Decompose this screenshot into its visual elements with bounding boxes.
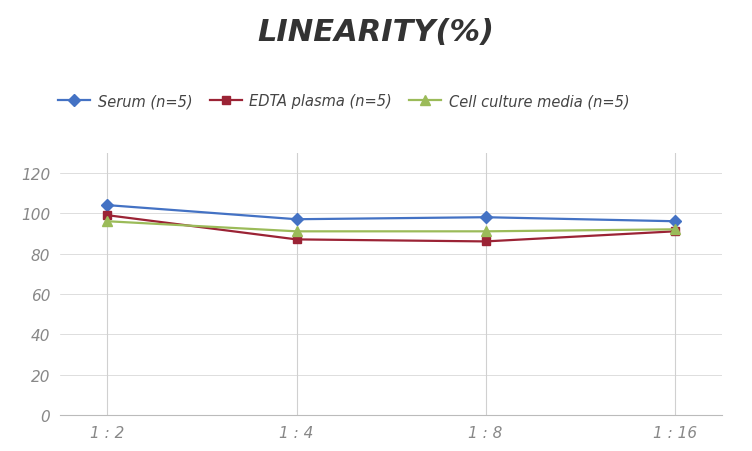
Legend: Serum (n=5), EDTA plasma (n=5), Cell culture media (n=5): Serum (n=5), EDTA plasma (n=5), Cell cul… — [53, 88, 635, 115]
EDTA plasma (n=5) — [670, 229, 679, 235]
Cell culture media (n=5) — [481, 229, 490, 235]
Serum (n=5) — [103, 203, 112, 208]
EDTA plasma (n=5) — [103, 213, 112, 218]
Text: LINEARITY(%): LINEARITY(%) — [257, 18, 495, 47]
Cell culture media (n=5) — [292, 229, 301, 235]
Serum (n=5) — [292, 217, 301, 222]
Serum (n=5) — [670, 219, 679, 225]
Line: EDTA plasma (n=5): EDTA plasma (n=5) — [103, 212, 679, 246]
EDTA plasma (n=5) — [481, 239, 490, 244]
EDTA plasma (n=5) — [292, 237, 301, 243]
Cell culture media (n=5) — [670, 227, 679, 233]
Serum (n=5) — [481, 215, 490, 221]
Cell culture media (n=5) — [103, 219, 112, 225]
Line: Cell culture media (n=5): Cell culture media (n=5) — [102, 217, 680, 237]
Line: Serum (n=5): Serum (n=5) — [103, 202, 679, 226]
